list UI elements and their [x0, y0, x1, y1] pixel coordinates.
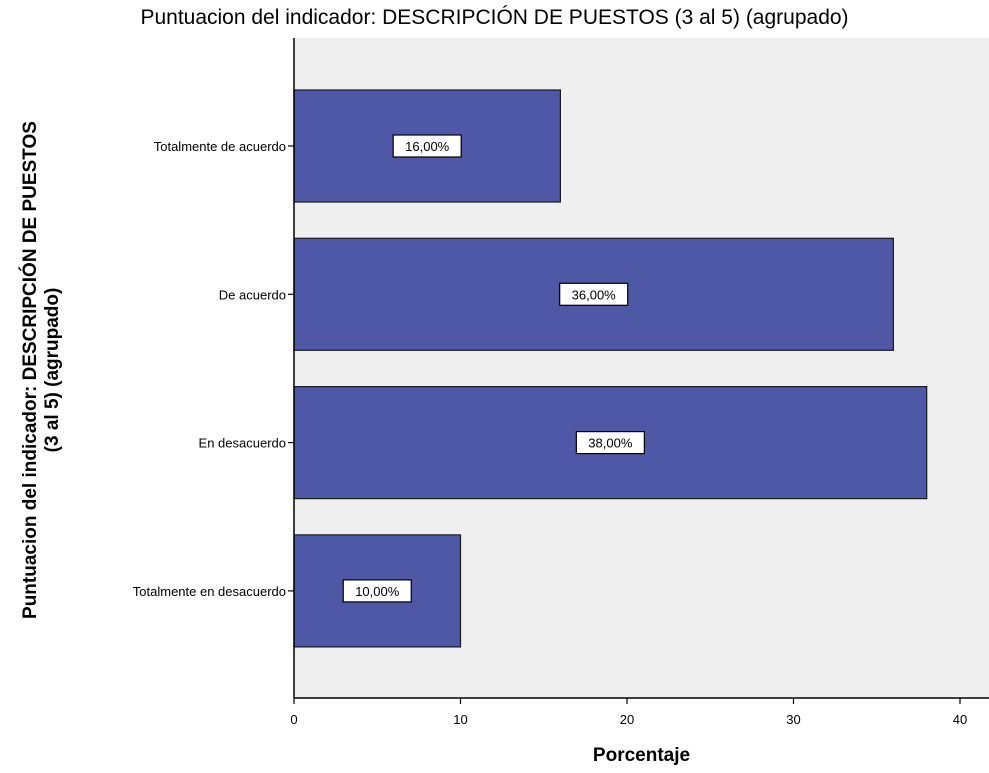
category-labels: Totalmente de acuerdo De acuerdo En desacu…	[133, 139, 294, 599]
category-label-1: De acuerdo	[219, 287, 286, 302]
x-tick-label-1: 10	[453, 712, 467, 727]
y-axis-label-line-2: (3 al 5) (agrupado)	[42, 288, 63, 453]
data-label-0: 16,00%	[405, 139, 450, 154]
x-axis-ticks: 0 10 20 30 40	[290, 698, 967, 727]
chart-title: Puntuacion del indicador: DESCRIPCIÓN DE…	[140, 6, 849, 29]
x-tick-label-0: 0	[290, 712, 297, 727]
data-label-1: 36,00%	[572, 287, 617, 302]
y-axis-label-line-1: Puntuacion del indicador: DESCRIPCIÓN DE…	[19, 121, 41, 619]
data-label-box-0	[392, 134, 462, 158]
category-label-0: Totalmente de acuerdo	[154, 139, 286, 154]
y-axis-label: Puntuacion del indicador: DESCRIPCIÓN DE…	[19, 121, 63, 619]
category-label-3: Totalmente en desacuerdo	[133, 584, 286, 599]
data-label-box-2	[575, 431, 645, 455]
x-axis-label: Porcentaje	[593, 745, 690, 766]
category-label-2: En desacuerdo	[199, 436, 286, 451]
x-tick-label-3: 30	[786, 712, 800, 727]
x-tick-label-2: 20	[620, 712, 634, 727]
data-label-3: 10,00%	[355, 584, 400, 599]
x-tick-label-4: 40	[953, 712, 967, 727]
data-label-box-3	[342, 579, 412, 603]
data-label-2: 38,00%	[588, 436, 633, 451]
bar-1	[293, 237, 895, 351]
data-label-box-1	[559, 282, 629, 306]
data-labels: 16,00% 36,00% 38,00% 10,00%	[342, 134, 645, 603]
